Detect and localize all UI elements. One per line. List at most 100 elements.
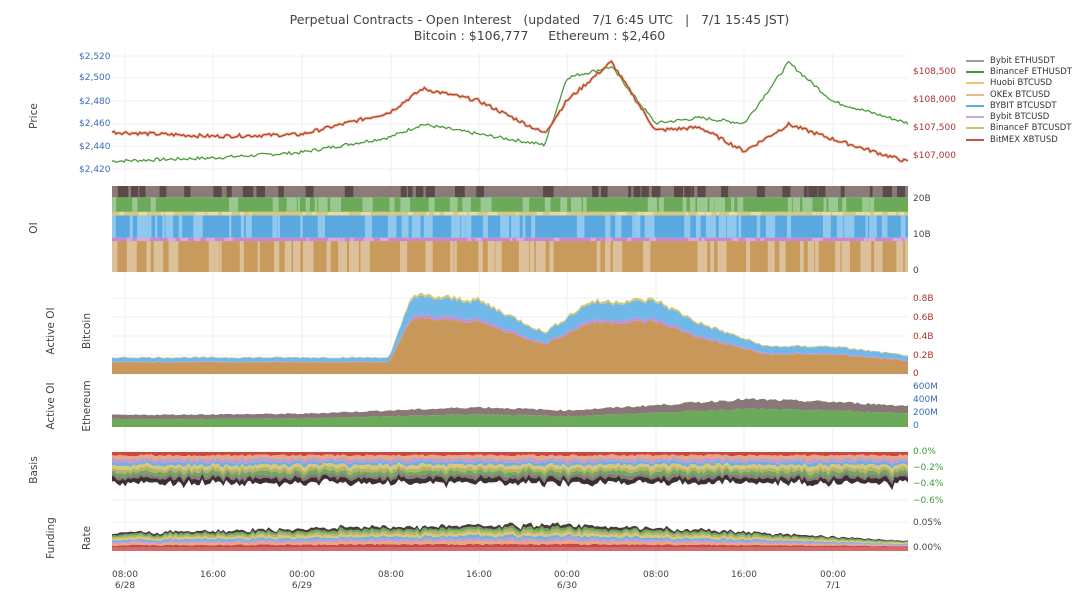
oi-stripe: [272, 197, 279, 212]
oi-stripe: [644, 215, 655, 238]
oi-stripe: [277, 215, 281, 238]
oi-stripe: [721, 186, 729, 198]
oi-stripe: [160, 211, 164, 216]
oi-stripe: [349, 241, 359, 272]
oi-stripe: [896, 186, 906, 198]
oi-stripe: [423, 215, 433, 238]
oi-stripe: [553, 237, 560, 242]
oi-stripe: [697, 241, 708, 272]
oi-stripe: [518, 241, 530, 272]
oi-stripe: [500, 215, 510, 238]
oi-stripe: [635, 215, 641, 238]
oi-stripe: [904, 241, 908, 272]
legend-item[interactable]: Bybit BTCUSD: [966, 111, 1072, 122]
oi-stripe: [129, 215, 133, 238]
basis-area-band: [112, 452, 908, 457]
oi-stripe: [363, 237, 374, 242]
legend-item[interactable]: BYBIT BTCUSDT: [966, 100, 1072, 111]
oi-stripe: [807, 241, 815, 272]
oi-stripe: [178, 215, 183, 238]
oi-stripe: [306, 237, 309, 242]
oi-stripe: [558, 211, 567, 216]
price-line: [111, 60, 909, 163]
active-btc-tick: 0: [913, 369, 919, 379]
basis-area-band: [112, 467, 908, 481]
oi-stripe: [658, 197, 664, 212]
oi-stripe: [137, 215, 149, 238]
basis-tick: −0.2%: [913, 463, 944, 473]
x-tick: 16:00: [466, 570, 492, 580]
eth-area-band: [112, 408, 908, 427]
oi-stripe: [341, 237, 345, 242]
oi-stripe: [881, 215, 888, 238]
oi-stripe: [842, 197, 847, 212]
oi-stripe: [273, 241, 280, 272]
oi-stripe: [786, 215, 792, 238]
oi-stripe: [219, 241, 222, 272]
oi-tick: 10B: [913, 230, 931, 240]
legend-item[interactable]: BitMEX XBTUSD: [966, 134, 1072, 145]
oi-band: [112, 197, 908, 212]
oi-stripe: [590, 237, 596, 242]
oi-stripe: [823, 197, 827, 212]
oi-stripe: [208, 241, 220, 272]
oi-stripe: [449, 197, 458, 212]
price-right-tick: $108,500: [913, 67, 956, 77]
oi-stripe: [684, 186, 692, 198]
oi-stripe: [799, 241, 804, 272]
oi-stripe: [330, 197, 341, 212]
oi-stripe: [873, 211, 883, 216]
oi-stripe: [226, 186, 232, 198]
oi-stripe: [689, 197, 696, 212]
oi-stripe: [167, 237, 176, 242]
oi-stripe: [425, 186, 435, 198]
oi-stripe: [155, 215, 158, 238]
oi-stripe: [636, 211, 642, 216]
oi-stripe: [647, 197, 657, 212]
oi-stripe: [328, 211, 338, 216]
legend-item[interactable]: BinanceF ETHUSDT: [966, 66, 1072, 77]
legend-item[interactable]: Huobi BTCUSD: [966, 78, 1072, 89]
funding-area-band: [112, 528, 908, 544]
funding-negative-band: [112, 547, 908, 551]
oi-stripe: [576, 215, 585, 238]
oi-stripe: [536, 211, 544, 216]
btc-area-band: [112, 317, 908, 374]
oi-stripe: [697, 197, 708, 212]
oi-stripe: [882, 186, 893, 198]
oi-stripe: [642, 211, 653, 216]
oi-stripe: [487, 211, 491, 216]
oi-stripe: [193, 237, 201, 242]
oi-stripe: [326, 241, 331, 272]
basis-area-band: [112, 470, 908, 485]
oi-stripe: [529, 241, 535, 272]
x-tick: 00:00 6/29: [289, 570, 315, 591]
oi-tick: 0: [913, 266, 919, 276]
basis-area-band: [112, 459, 908, 469]
basis-area-band: [112, 465, 908, 478]
oi-stripe: [165, 211, 174, 216]
x-tick: 08:00: [378, 570, 404, 580]
funding-area-band: [112, 536, 908, 546]
oi-stripe: [350, 237, 354, 242]
oi-stripe: [311, 211, 317, 216]
oi-stripe: [400, 197, 411, 212]
oi-stripe: [455, 186, 465, 198]
oi-stripe: [651, 186, 661, 198]
active-eth-tick: 0: [913, 421, 919, 431]
oi-stripe: [364, 215, 373, 238]
active-btc-tick: 0.4B: [913, 332, 934, 342]
legend-item[interactable]: Bybit ETHUSDT: [966, 55, 1072, 66]
oi-stripe: [206, 237, 215, 242]
oi-stripe: [869, 186, 873, 198]
oi-stripe: [328, 237, 336, 242]
oi-stripe: [139, 186, 146, 198]
legend-item[interactable]: OKEx BTCUSD: [966, 89, 1072, 100]
oi-stripe: [433, 211, 440, 216]
oi-stripe: [899, 211, 905, 216]
oi-stripe: [616, 211, 627, 216]
oi-stripe: [153, 241, 164, 272]
oi-stripe: [767, 241, 775, 272]
legend-item[interactable]: BinanceF BTCUSDT: [966, 123, 1072, 134]
